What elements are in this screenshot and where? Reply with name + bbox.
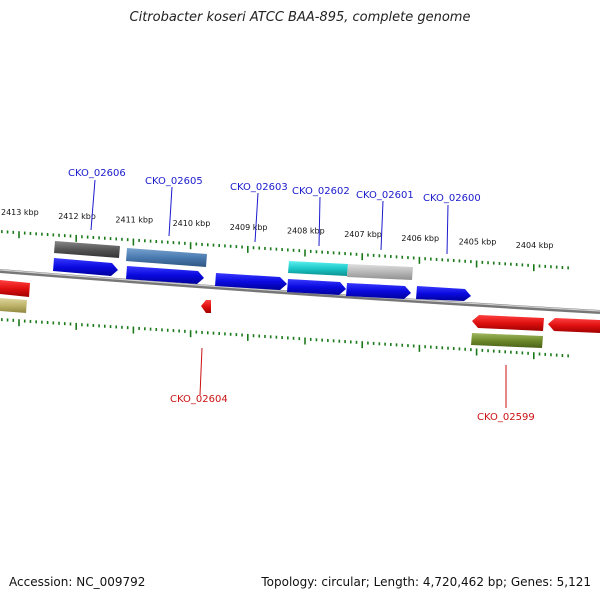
gene-label-cko-02601[interactable]: CKO_02601: [356, 190, 414, 201]
feature-block: [54, 241, 120, 258]
gene-label-cko-02599[interactable]: CKO_02599: [477, 412, 535, 423]
accession-text: Accession: NC_009792: [9, 575, 146, 589]
gene-label-cko-02603[interactable]: CKO_02603: [230, 182, 288, 193]
gene-label-cko-02604[interactable]: CKO_02604: [170, 394, 228, 405]
feature-ring-outer: [54, 241, 413, 280]
tick-labels: 2413 kbp 2412 kbp 2411 kbp 2410 kbp 2409 kbp…: [1, 208, 554, 250]
cds-arrow-reverse: [0, 280, 30, 297]
gene-label-cko-02605[interactable]: CKO_02605: [145, 176, 203, 187]
cds-arrow-forward: [53, 258, 118, 276]
tick-label: 2411 kbp: [115, 216, 153, 225]
inner-tick-marks: [1, 318, 569, 360]
tick-label: 2407 kbp: [344, 230, 382, 239]
map-title: Citrobacter koseri ATCC BAA-895, complet…: [129, 10, 471, 25]
cds-arrow-reverse: [548, 318, 600, 333]
cds-arrow-forward: [287, 279, 346, 295]
forward-leader-lines: [90, 179, 449, 255]
feature-block: [0, 298, 27, 313]
tick-label: 2410 kbp: [173, 219, 211, 228]
cds-arrow-forward: [126, 266, 204, 284]
cds-arrow-forward: [416, 286, 471, 301]
tick-label: 2409 kbp: [230, 223, 268, 232]
tick-label: 2408 kbp: [287, 227, 325, 236]
gene-label-cko-02602[interactable]: CKO_02602: [292, 186, 350, 197]
gene-label-cko-02600[interactable]: CKO_02600: [423, 193, 481, 204]
tick-label: 2405 kbp: [459, 238, 497, 247]
feature-ring-inner: [0, 298, 543, 348]
tick-label: 2412 kbp: [58, 212, 96, 221]
reverse-leader-lines: [199, 347, 507, 408]
outer-tick-marks: [1, 230, 569, 272]
genome-backbone: [0, 269, 600, 314]
feature-block: [347, 264, 413, 280]
reverse-cds-track: [0, 280, 600, 333]
forward-cds-track: [53, 258, 471, 301]
cds-arrow-forward: [346, 283, 411, 299]
gene-label-cko-02606[interactable]: CKO_02606: [68, 168, 126, 179]
feature-block: [471, 333, 543, 348]
tick-label: 2406 kbp: [401, 234, 439, 243]
feature-block: [288, 261, 348, 276]
tick-label: 2404 kbp: [516, 241, 554, 250]
cds-arrow-reverse: [201, 300, 211, 313]
cds-arrow-reverse: [472, 315, 544, 331]
feature-block: [126, 248, 207, 267]
genome-summary-text: Topology: circular; Length: 4,720,462 bp…: [261, 575, 591, 589]
tick-label: 2413 kbp: [1, 208, 39, 217]
cds-arrow-forward: [215, 273, 287, 290]
